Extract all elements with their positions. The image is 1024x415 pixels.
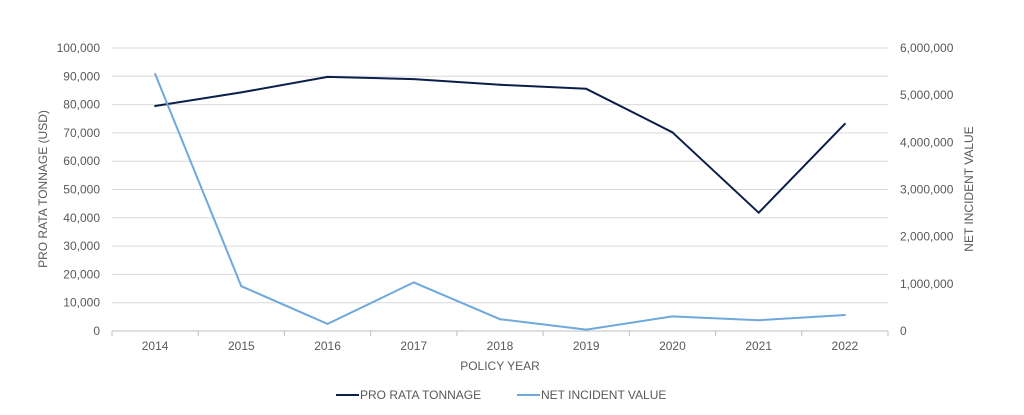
x-tick-label: 2017 (400, 339, 427, 353)
data-point-pro-rata-tonnage (326, 75, 329, 78)
x-tick-label: 2015 (228, 339, 255, 353)
x-tick-label: 2021 (745, 339, 772, 353)
y-right-tick-label: 4,000,000 (900, 135, 954, 149)
data-point-pro-rata-tonnage (843, 122, 846, 125)
data-point-net-incident-value (240, 285, 243, 288)
data-point-net-incident-value (843, 313, 846, 316)
y-right-tick-label: 5,000,000 (900, 88, 954, 102)
x-axis: 2014 2015 2016 2017 2018 2019 2020 2021 2022 (111, 331, 889, 353)
legend-label-net-incident-value: NET INCIDENT VALUE (541, 388, 666, 402)
y-right-tick-label: 1,000,000 (900, 277, 954, 291)
y-axis-left-title: PRO RATA TONNAGE (USD) (36, 110, 50, 268)
legend-label-pro-rata-tonnage: PRO RATA TONNAGE (360, 388, 481, 402)
data-point-net-incident-value (671, 315, 674, 318)
data-point-net-incident-value (326, 322, 329, 325)
y-left-tick-label: 90,000 (63, 69, 100, 83)
y-left-tick-label: 30,000 (63, 239, 100, 253)
y-left-tick-label: 40,000 (63, 211, 100, 225)
series-lines (154, 72, 846, 331)
data-point-net-incident-value (757, 319, 760, 322)
x-axis-title: POLICY YEAR (460, 359, 540, 373)
y-right-tick-label: 6,000,000 (900, 41, 954, 55)
y-left-tick-label: 20,000 (63, 267, 100, 281)
y-right-tick-label: 2,000,000 (900, 230, 954, 244)
y-axis-left: 0 10,000 20,000 30,000 40,000 50,000 60,000 70,… (57, 41, 101, 338)
data-point-net-incident-value (412, 281, 415, 284)
y-left-tick-label: 100,000 (57, 41, 101, 55)
data-point-pro-rata-tonnage (240, 91, 243, 94)
series-line-net-incident-value (154, 73, 845, 331)
y-right-tick-label: 3,000,000 (900, 183, 954, 197)
series-line-pro-rata-tonnage (154, 75, 846, 214)
y-left-tick-label: 50,000 (63, 183, 100, 197)
y-right-tick-label: 0 (900, 324, 907, 338)
data-point-net-incident-value (499, 318, 501, 321)
data-point-net-incident-value (154, 72, 157, 75)
y-left-tick-label: 60,000 (63, 154, 100, 168)
y-left-tick-label: 80,000 (63, 98, 100, 112)
data-point-pro-rata-tonnage (499, 83, 501, 86)
legend: PRO RATA TONNAGE NET INCIDENT VALUE (336, 388, 666, 402)
y-axis-right-title: NET INCIDENT VALUE (962, 126, 976, 251)
data-point-net-incident-value (585, 328, 588, 331)
data-point-pro-rata-tonnage (154, 105, 157, 108)
x-tick-label: 2020 (659, 339, 686, 353)
x-tick-label: 2022 (832, 339, 859, 353)
y-axis-right: 0 1,000,000 2,000,000 3,000,000 4,000,000 5,0… (900, 41, 954, 338)
data-point-pro-rata-tonnage (412, 78, 415, 81)
x-tick-label: 2016 (314, 339, 341, 353)
data-point-pro-rata-tonnage (671, 131, 674, 134)
y-left-tick-label: 0 (93, 324, 100, 338)
data-point-pro-rata-tonnage (585, 87, 588, 90)
gridlines (112, 47, 888, 332)
x-tick-label: 2014 (142, 339, 169, 353)
y-left-tick-label: 70,000 (63, 126, 100, 140)
x-tick-label: 2019 (573, 339, 600, 353)
y-left-tick-label: 10,000 (63, 296, 100, 310)
data-point-pro-rata-tonnage (757, 211, 760, 214)
x-tick-label: 2018 (487, 339, 514, 353)
